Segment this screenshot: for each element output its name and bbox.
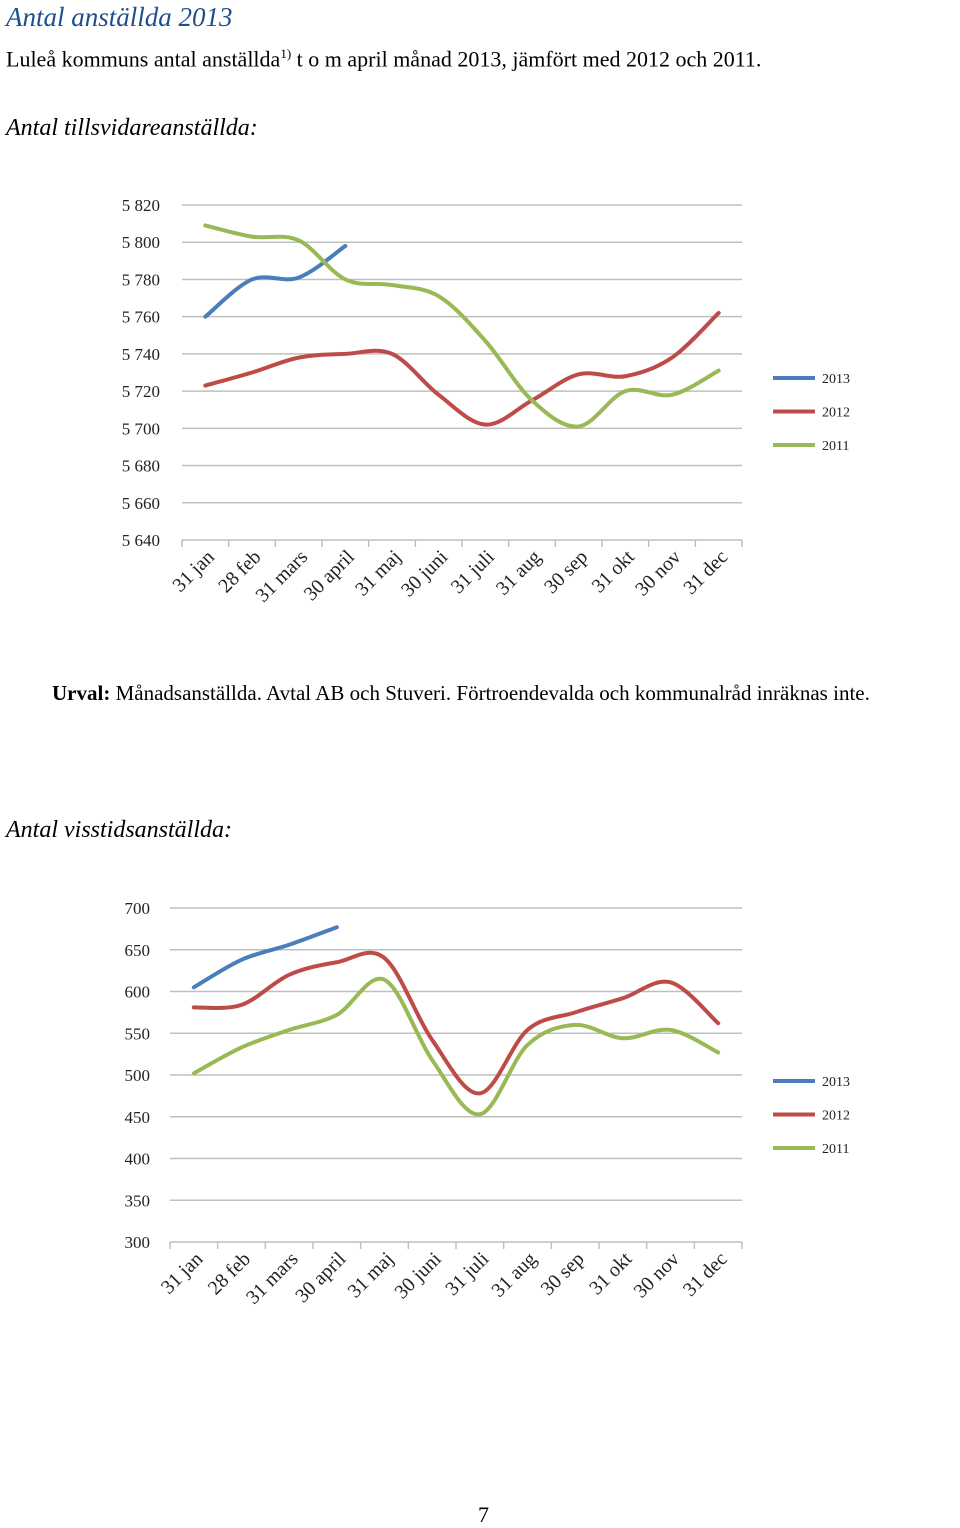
x-tick-label: 31 jan [168, 546, 219, 597]
y-tick-label: 5 740 [122, 345, 160, 364]
legend-label: 2012 [822, 1109, 850, 1124]
chart: 5 640 5 660 5 680 5 700 5 720 5 740 5 760 5 780… [122, 196, 850, 607]
x-tick-label: 31 jan [157, 1248, 208, 1299]
footnote-label: Urval: [52, 681, 111, 705]
y-tick-label: 5 780 [122, 270, 160, 289]
footnote-marker: 1) [14, 678, 52, 708]
legend-label: 2012 [822, 406, 850, 421]
y-tick-label: 5 640 [122, 531, 160, 550]
x-tick-label: 31 juli [441, 1248, 493, 1300]
x-tick-label: 30 april [291, 1248, 350, 1307]
x-tick-label: 31 mars [242, 1248, 303, 1309]
legend-label: 2013 [822, 372, 850, 387]
subtitle-text: Luleå kommuns antal anställda [6, 46, 281, 72]
legend-label: 2011 [822, 439, 849, 454]
y-tick-label: 350 [125, 1191, 151, 1210]
y-tick-label: 300 [125, 1233, 151, 1252]
x-tick-label: 31 maj [351, 546, 405, 600]
x-tick-label: 30 nov [630, 1248, 684, 1302]
x-tick-label: 30 sep [537, 1248, 589, 1300]
y-tick-label: 5 760 [122, 308, 160, 327]
y-tick-label: 550 [125, 1024, 151, 1043]
x-tick-label: 31 dec [679, 546, 732, 599]
x-tick-label: 31 okt [585, 1248, 637, 1300]
x-tick-label: 30 nov [631, 546, 685, 600]
y-tick-label: 700 [125, 899, 151, 918]
legend-label: 2011 [822, 1142, 849, 1157]
x-tick-label: 30 juni [390, 1248, 446, 1304]
y-tick-label: 5 680 [122, 457, 160, 476]
series-line [203, 243, 348, 319]
x-tick-label: 31 juli [447, 546, 499, 598]
x-tick-label: 30 juni [397, 546, 453, 602]
x-tick-label: 31 okt [588, 546, 640, 598]
y-tick-label: 5 720 [122, 382, 160, 401]
y-tick-label: 5 820 [122, 196, 160, 215]
y-tick-label: 5 700 [122, 419, 160, 438]
x-tick-label: 31 mars [251, 546, 312, 607]
y-tick-label: 650 [125, 941, 151, 960]
page-number: 7 [478, 1502, 489, 1527]
footnote: 1)Urval: Månadsanställda. Avtal AB och S… [14, 678, 934, 708]
x-tick-label: 30 sep [540, 546, 592, 598]
x-tick-label: 31 aug [492, 546, 546, 600]
x-tick-label: 31 dec [679, 1248, 732, 1301]
y-tick-label: 5 660 [122, 494, 160, 513]
series-line [203, 223, 721, 429]
series-line [191, 925, 339, 990]
y-tick-label: 400 [125, 1150, 151, 1169]
y-tick-label: 450 [125, 1108, 151, 1127]
y-tick-label: 500 [125, 1066, 151, 1085]
page-title: Antal anställda 2013 [6, 2, 233, 32]
section-heading: Antal visstidsanställda: [6, 817, 233, 843]
subtitle: Luleå kommuns antal anställda1) t o m ap… [6, 46, 761, 72]
x-tick-label: 31 aug [487, 1248, 541, 1302]
section-heading: Antal tillsvidareanställda: [6, 115, 258, 141]
x-tick-label: 30 april [300, 546, 359, 605]
series-line [191, 976, 721, 1117]
series-line [191, 950, 721, 1096]
subtitle-text: t o m april månad 2013, jämfört med 2012… [291, 46, 762, 72]
y-tick-label: 5 800 [122, 233, 160, 252]
footnote-text: Månadsanställda. Avtal AB och Stuveri. F… [110, 681, 870, 705]
footnote-body: 1)Urval: Månadsanställda. Avtal AB och S… [14, 678, 934, 708]
series-line [203, 310, 721, 427]
y-tick-label: 600 [125, 983, 151, 1002]
x-tick-label: 31 maj [344, 1248, 398, 1302]
legend-label: 2013 [822, 1075, 850, 1090]
footnote-ref: 1) [280, 46, 292, 61]
